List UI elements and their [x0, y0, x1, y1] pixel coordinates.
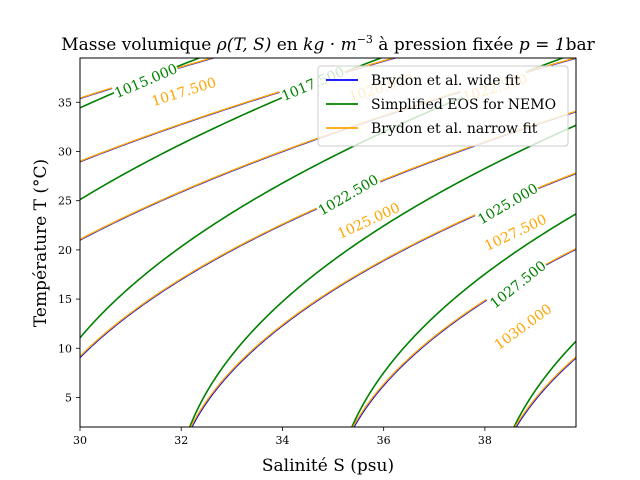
contour-nemo-1030 [513, 340, 576, 427]
contour-label-bg [333, 198, 403, 241]
contour-narrow-1025 [190, 172, 576, 427]
contour-wide-1030 [515, 356, 576, 427]
x-tick-label: 38 [478, 434, 492, 447]
contour-label-bg [473, 178, 541, 227]
contour-label-bg [480, 209, 550, 254]
y-tick-label: 20 [58, 244, 72, 257]
legend-label: Brydon et al. narrow fit [371, 121, 538, 137]
y-tick-label: 15 [58, 293, 72, 306]
x-tick-label: 36 [377, 434, 391, 447]
x-tick-label: 30 [73, 434, 87, 447]
y-tick-label: 35 [58, 96, 72, 109]
contour-nemo-1025 [188, 124, 576, 427]
x-axis-label: Salinité S (psu) [262, 456, 394, 476]
x-tick-label: 34 [275, 434, 289, 447]
chart-title: Masse volumique ρ(T, S) en kg · m−3 à pr… [61, 33, 595, 55]
contour-narrow-1030 [514, 356, 576, 427]
contour-narrow-1017.5 [80, 58, 397, 162]
contour-nemo-1027.5 [351, 212, 576, 427]
y-tick-label: 25 [58, 195, 72, 208]
contour-label-bg [314, 169, 382, 218]
contour-label-bg [485, 256, 549, 311]
contour-narrow-1022.5 [80, 110, 576, 358]
y-tick-label: 5 [65, 391, 72, 404]
contour-label-bg [110, 58, 180, 101]
y-axis-ticks: 5 10 15 20 25 30 35 [58, 96, 80, 404]
legend: Brydon et al. wide fit Simplified EOS for… [317, 65, 569, 147]
contour-label-bg [148, 72, 219, 109]
y-tick-label: 10 [58, 342, 72, 355]
contour-label-bg [490, 299, 555, 353]
legend-label: Brydon et al. wide fit [371, 73, 520, 89]
y-axis-label: Température T (°C) [31, 159, 51, 327]
contour-narrow-1027.5 [352, 247, 576, 427]
y-tick-label: 30 [58, 145, 72, 158]
x-tick-label: 32 [174, 434, 188, 447]
contour-nemo-1020 [80, 58, 384, 201]
plot-frame [79, 57, 577, 428]
x-axis-ticks: 30 32 34 36 38 [73, 427, 492, 447]
legend-box [317, 65, 569, 147]
legend-label: Simplified EOS for NEMO [371, 97, 556, 113]
